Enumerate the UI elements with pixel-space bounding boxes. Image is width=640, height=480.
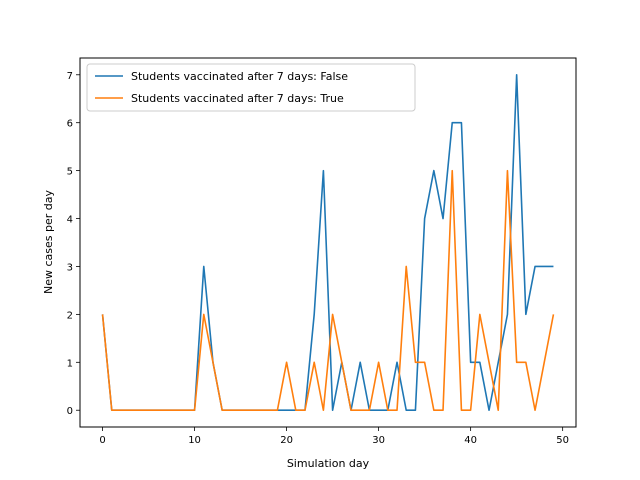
y-tick-label: 0: [67, 406, 73, 417]
legend-label-2: Students vaccinated after 7 days: True: [131, 92, 344, 105]
y-tick-label: 1: [67, 358, 73, 369]
x-tick-label: 10: [188, 435, 201, 446]
x-tick-label: 20: [280, 435, 293, 446]
y-tick-label: 2: [67, 310, 73, 321]
y-axis-label: New cases per day: [42, 190, 55, 294]
series-layer: [101, 73, 555, 412]
plot-frame: [79, 57, 577, 428]
x-tick-label: 30: [372, 435, 385, 446]
legend-box: [86, 63, 416, 112]
y-tick-label: 4: [67, 215, 73, 226]
y-tick-label: 5: [67, 167, 73, 178]
legend-label-1: Students vaccinated after 7 days: False: [131, 70, 348, 83]
y-tick-label: 3: [67, 262, 73, 273]
x-tick-label: 50: [556, 435, 569, 446]
series-line-2: [101, 169, 555, 412]
x-axis-label: Simulation day: [287, 457, 370, 470]
y-axis: 0 1 2 3 4 5 6 7: [67, 71, 80, 417]
x-axis: 0 10 20 30 40 50: [99, 427, 569, 446]
x-tick-label: 0: [99, 435, 105, 446]
x-tick-label: 40: [464, 435, 477, 446]
y-tick-label: 6: [67, 119, 73, 130]
plot-area: [79, 57, 577, 428]
y-tick-label: 7: [67, 71, 73, 82]
legend: Students vaccinated after 7 days: False S…: [86, 63, 416, 112]
